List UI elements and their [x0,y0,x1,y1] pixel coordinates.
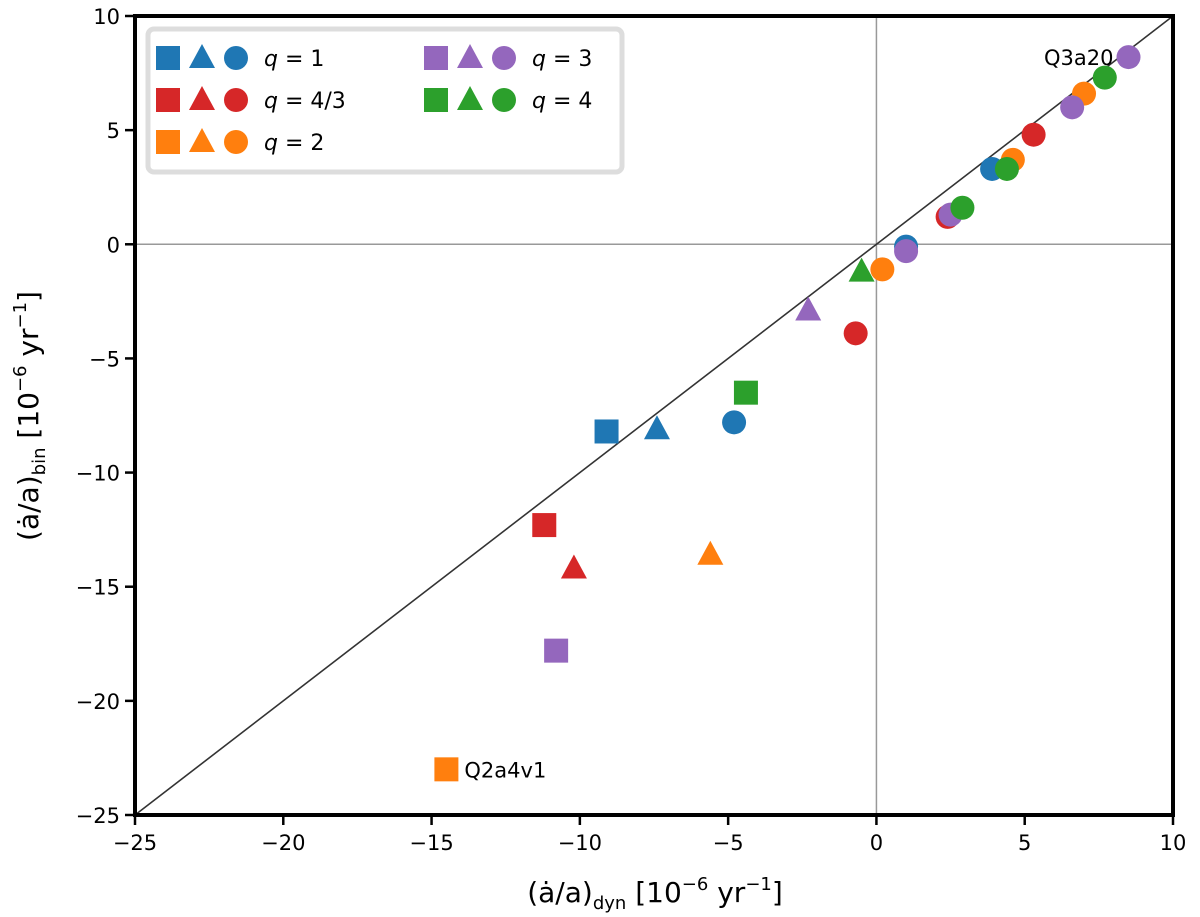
x-tick-label: 0 [870,831,883,855]
square-marker [156,88,180,112]
circle-marker [843,321,868,346]
square-marker [424,88,448,112]
triangle-marker [848,257,875,282]
circle-marker [224,130,248,154]
circle-marker [722,410,747,435]
circle-marker [1021,122,1046,147]
y-tick-label: −25 [76,804,120,828]
x-tick-label: −25 [113,831,157,855]
reference-lines [134,15,1174,816]
circle-marker [1116,45,1141,70]
square-marker [156,130,180,154]
triangle-marker [457,86,483,110]
legend-label: q = 2 [264,131,324,156]
y-tick-label: −10 [76,462,120,486]
legend-label: q = 1 [264,47,324,72]
y-tick-label: −15 [76,576,120,600]
circle-marker [492,88,516,112]
circle-marker [1060,95,1085,120]
circle-marker [224,46,248,70]
y-tick-label: 0 [107,233,120,257]
legend-label: q = 4 [532,89,592,114]
square-marker [156,46,180,70]
annotation-label: Q3a20 [1044,46,1113,70]
x-tick-label: 5 [1018,831,1031,855]
x-axis-label: (ȧ/a)dyn [10−6 yr−1] [527,874,783,914]
triangle-marker [189,44,215,68]
y-axis-label: (ȧ/a)bin [10−6 yr−1] [10,291,50,541]
triangle-marker [189,128,215,152]
y-tick-label: 5 [107,119,120,143]
x-tick-label: 10 [1160,831,1187,855]
x-axis: −25 −20 −15 −10 −5 0 5 10 [113,815,1187,855]
y-tick-label: −5 [89,347,120,371]
circle-marker [894,239,919,264]
square-marker [424,46,448,70]
y-axis: −25 −20 −15 −10 −5 0 5 10 [76,5,135,828]
square-marker [532,513,557,538]
triangle-marker [643,415,670,440]
x-tick-label: −20 [261,831,305,855]
triangle-marker [795,296,822,321]
circle-marker [1092,65,1117,90]
circle-marker [994,156,1019,181]
legend: q = 1 q = 4/3 q = 2 q = 3 q = 4 [145,26,625,175]
identity-line [134,15,1174,816]
circle-marker [870,257,895,282]
annotation-label: Q2a4v1 [464,758,546,782]
circle-marker [950,195,975,220]
triangle-marker [560,554,587,579]
y-tick-label: −20 [76,690,120,714]
x-tick-label: −10 [558,831,602,855]
square-marker [544,638,569,663]
annotations: Q3a20 Q2a4v1 [464,46,1113,782]
legend-label: q = 3 [532,47,592,72]
square-marker [594,419,619,444]
circle-marker [492,46,516,70]
square-marker [434,757,459,782]
triangle-marker [457,44,483,68]
square-marker [733,380,758,405]
triangle-marker [697,540,724,565]
x-tick-label: −15 [409,831,453,855]
plot-frame [133,14,1175,817]
data-points [434,45,1141,782]
circle-marker [224,88,248,112]
y-tick-label: 10 [93,5,120,29]
x-tick-label: −5 [713,831,744,855]
triangle-marker [189,86,215,110]
legend-label: q = 4/3 [264,89,346,114]
